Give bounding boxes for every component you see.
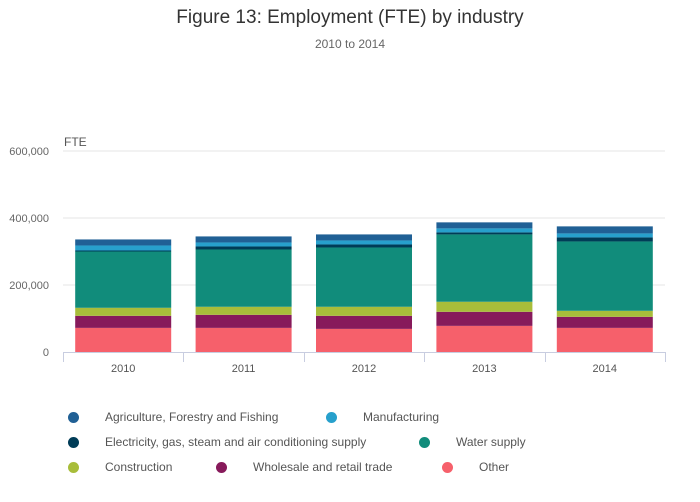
x-tick-label: 2012: [352, 363, 376, 375]
bar-segment-manufacturing: [195, 242, 292, 247]
bar-segment-water-supply: [316, 247, 412, 307]
chart-title: Figure 13: Employment (FTE) by industry: [176, 7, 524, 28]
bar-segment-agriculture-forestry-and-fishing: [75, 239, 172, 246]
legend-label: Agriculture, Forestry and Fishing: [105, 410, 279, 424]
legend-dot-icon: [216, 461, 227, 473]
bar-segment-electricity-gas-steam-and-air-conditioning-supply: [195, 246, 292, 250]
y-tick-label: 400,000: [9, 213, 49, 225]
bar-segment-wholesale-and-retail-trade: [195, 314, 292, 328]
legend-dot-icon: [442, 461, 453, 473]
bar-segment-other: [195, 327, 292, 352]
bar-segment-other: [556, 327, 653, 352]
x-tick-label: 2011: [232, 363, 256, 375]
bar-segment-electricity-gas-steam-and-air-conditioning-supply: [316, 244, 412, 248]
bar-segment-agriculture-forestry-and-fishing: [316, 234, 412, 241]
bar-segment-other: [436, 325, 533, 352]
legend-label: Other: [479, 460, 510, 474]
bar-segment-electricity-gas-steam-and-air-conditioning-supply: [75, 250, 172, 252]
bar-segment-construction: [556, 310, 653, 317]
legend-item[interactable]: Other: [442, 460, 509, 474]
legend-dot-icon: [68, 461, 79, 473]
bar-segment-manufacturing: [316, 240, 412, 245]
legend-dot-icon: [326, 411, 337, 423]
legend-dot-icon: [419, 436, 430, 448]
legend-dot-icon: [68, 436, 79, 448]
y-tick-label: 200,000: [9, 280, 49, 292]
chart-subtitle: 2010 to 2014: [314, 37, 386, 51]
legend-label: Wholesale and retail trade: [253, 460, 393, 474]
bar-segment-water-supply: [436, 234, 533, 302]
bar-segment-other: [316, 328, 412, 352]
bar-segment-construction: [436, 301, 533, 312]
bar-segment-construction: [316, 306, 412, 316]
bar-segment-electricity-gas-steam-and-air-conditioning-supply: [436, 232, 533, 235]
y-tick-label: 600,000: [9, 146, 49, 158]
bar-segment-electricity-gas-steam-and-air-conditioning-supply: [556, 237, 653, 242]
bar-segment-manufacturing: [556, 233, 653, 238]
x-tick-label: 2014: [593, 363, 617, 375]
bar-segment-wholesale-and-retail-trade: [316, 315, 412, 329]
bar-segment-water-supply: [556, 241, 653, 311]
bar-segment-construction: [195, 306, 292, 315]
legend-label: Water supply: [456, 435, 526, 449]
bar-segment-agriculture-forestry-and-fishing: [195, 236, 292, 243]
legend-item[interactable]: Manufacturing: [326, 410, 439, 424]
legend-item[interactable]: Agriculture, Forestry and Fishing: [68, 410, 278, 424]
bar-segment-manufacturing: [75, 245, 172, 251]
bar-segment-wholesale-and-retail-trade: [436, 311, 533, 326]
bar-segment-manufacturing: [436, 228, 533, 233]
bar-segment-construction: [75, 307, 172, 316]
x-tick-label: 2013: [472, 363, 496, 375]
legend-label: Construction: [105, 460, 173, 474]
legend-item[interactable]: Water supply: [419, 435, 526, 449]
bar-segment-other: [75, 327, 172, 352]
bar-segment-agriculture-forestry-and-fishing: [556, 226, 653, 234]
bar-segment-agriculture-forestry-and-fishing: [436, 222, 533, 229]
bar-segment-wholesale-and-retail-trade: [556, 316, 653, 328]
bar-segment-wholesale-and-retail-trade: [75, 315, 172, 328]
x-tick-label: 2010: [111, 363, 135, 375]
legend-item[interactable]: Electricity, gas, steam and air conditio…: [68, 435, 366, 449]
legend-label: Electricity, gas, steam and air conditio…: [105, 435, 367, 449]
legend-item[interactable]: Construction: [68, 460, 172, 474]
bar-segment-water-supply: [195, 249, 292, 307]
y-axis-label: FTE: [64, 135, 87, 149]
y-tick-label: 0: [43, 347, 49, 359]
legend-dot-icon: [68, 411, 79, 423]
bar-segment-water-supply: [75, 251, 172, 308]
plot-area: 0 200,000 400,000 600,000 FTE 2010 2011 2012 201…: [9, 135, 666, 375]
legend-label: Manufacturing: [363, 410, 440, 424]
legend-item[interactable]: Wholesale and retail trade: [216, 460, 392, 474]
